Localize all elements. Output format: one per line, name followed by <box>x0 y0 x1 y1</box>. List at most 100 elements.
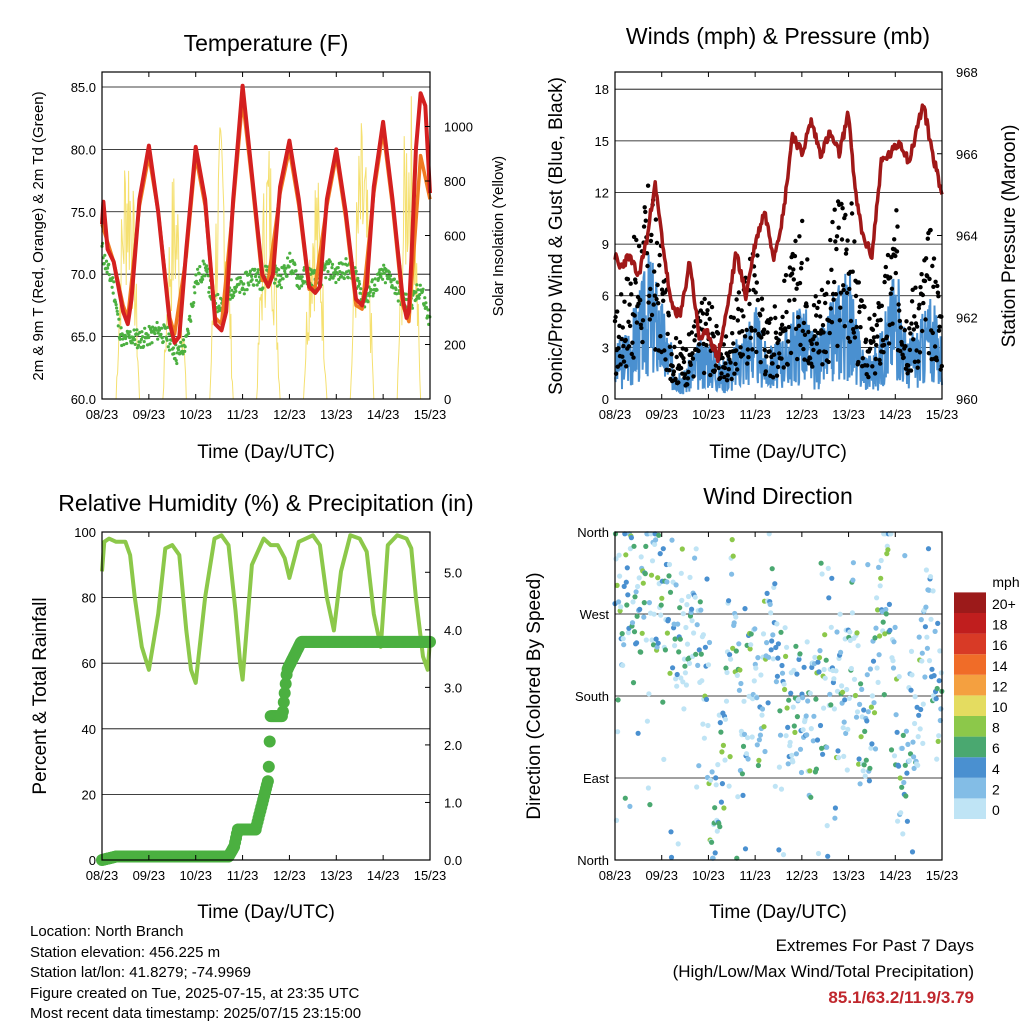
wind-direction-point <box>683 682 690 688</box>
gust-point <box>889 286 895 291</box>
dewpoint-point <box>118 337 122 341</box>
wind-direction-point <box>891 753 898 759</box>
wind-direction-point <box>850 577 856 583</box>
wind-direction-point <box>912 694 918 700</box>
solar-insolation-line <box>303 182 328 400</box>
wind-direction-point <box>892 624 898 631</box>
dewpoint-point <box>207 290 211 294</box>
gust-point <box>788 350 794 356</box>
wind-direction-point <box>935 620 941 627</box>
wind-direction-point <box>819 745 825 751</box>
x-tick-label: 10/23 <box>179 407 212 422</box>
gust-point <box>762 347 767 353</box>
wind-direction-point <box>667 670 673 676</box>
wind-direction-point <box>815 850 822 857</box>
gust-point <box>841 287 846 293</box>
wind-direction-point <box>785 724 791 731</box>
wind-direction-point <box>874 595 880 601</box>
gust-point <box>724 378 730 383</box>
gust-point <box>841 283 846 288</box>
dewpoint-point <box>323 266 327 270</box>
gust-point <box>663 357 668 362</box>
gust-point <box>739 308 744 313</box>
wind-direction-point <box>885 547 891 553</box>
wind-direction-point <box>825 853 831 859</box>
wind-direction-point <box>865 562 871 568</box>
wind-direction-point <box>898 810 904 816</box>
gust-point <box>867 346 873 352</box>
gust-point <box>814 313 819 318</box>
gust-point <box>851 327 856 332</box>
dewpoint-point <box>216 292 220 297</box>
legend-swatch <box>954 654 986 675</box>
dewpoint-point <box>232 294 236 298</box>
gust-point <box>897 318 902 324</box>
gust-point <box>902 328 907 333</box>
dewpoint-point <box>356 276 360 280</box>
dewpoint-point <box>157 326 161 330</box>
gust-point <box>704 343 709 348</box>
wind-direction-point <box>660 699 666 705</box>
dewpoint-point <box>159 332 163 336</box>
gust-point <box>914 324 920 329</box>
dewpoint-point <box>183 345 187 349</box>
dewpoint-point <box>330 266 334 270</box>
rainfall-point <box>262 760 275 773</box>
rainfall-point <box>278 687 291 700</box>
wind-direction-point <box>890 658 896 664</box>
y-tick-label: 80.0 <box>71 142 96 157</box>
gust-point <box>669 352 674 357</box>
wind-direction-point <box>920 740 926 747</box>
x-tick-label: 08/23 <box>599 868 632 883</box>
gust-point <box>723 334 729 339</box>
gust-point <box>678 365 684 371</box>
gust-point <box>750 347 755 352</box>
dewpoint-point <box>243 288 247 292</box>
wind-direction-point <box>709 839 715 845</box>
gust-point <box>776 338 781 343</box>
dewpoint-point <box>107 273 111 277</box>
wind-direction-point <box>723 665 729 671</box>
dewpoint-point <box>282 266 286 270</box>
dewpoint-point <box>205 270 209 274</box>
wind-direction-point <box>936 733 942 739</box>
wind-direction-point <box>643 543 649 550</box>
gust-point <box>870 364 875 369</box>
dewpoint-point <box>283 269 287 273</box>
wind-direction-point <box>631 629 638 635</box>
gust-point <box>709 304 715 310</box>
gust-point <box>631 234 637 240</box>
wind-direction-point <box>840 725 846 731</box>
dewpoint-point <box>156 331 160 335</box>
gust-point <box>746 355 751 360</box>
x-tick-label: 14/23 <box>367 868 400 883</box>
y2-tick-label: 3.0 <box>444 680 462 695</box>
wind-direction-point <box>694 622 700 628</box>
wind-direction-point <box>672 643 678 649</box>
gust-point <box>673 336 679 341</box>
gust-point <box>672 344 677 350</box>
wind-direction-point <box>822 675 828 681</box>
x-tick-label: 14/23 <box>367 407 400 422</box>
legend-swatch <box>954 633 986 655</box>
gust-point <box>736 306 741 312</box>
gust-point <box>818 314 823 319</box>
gust-point <box>839 237 845 242</box>
wind-direction-point <box>686 660 693 667</box>
dewpoint-point <box>382 263 386 267</box>
gust-point <box>707 301 712 306</box>
legend-swatch <box>954 695 986 716</box>
gust-point <box>875 334 880 339</box>
gust-point <box>828 237 833 243</box>
gust-point <box>832 207 837 212</box>
wind-direction-point <box>783 733 789 739</box>
gust-point <box>796 323 802 328</box>
wind-direction-point <box>890 665 897 671</box>
wind-direction-point <box>864 718 870 724</box>
dewpoint-point <box>138 340 142 344</box>
wind-direction-point <box>742 606 748 612</box>
gust-point <box>684 347 689 352</box>
wind-direction-point <box>876 564 882 571</box>
direction-series <box>612 531 945 861</box>
wind-direction-point <box>791 723 797 729</box>
